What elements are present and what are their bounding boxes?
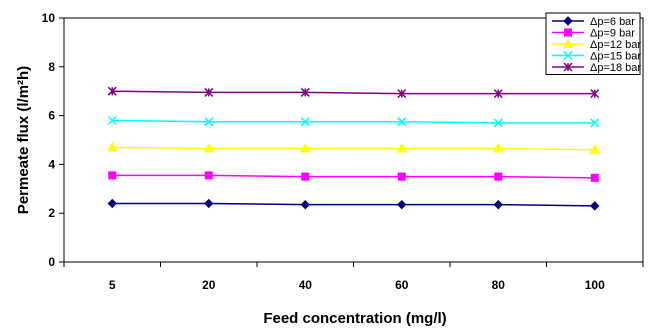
data-point xyxy=(562,38,574,48)
x-tick-label: 20 xyxy=(202,278,216,292)
series-line xyxy=(112,119,595,124)
y-axis: 0 2 4 6 8 10 xyxy=(42,11,64,269)
data-point xyxy=(590,201,600,211)
x-tick-label: 80 xyxy=(492,278,506,292)
series-line xyxy=(112,146,595,151)
data-point xyxy=(300,87,310,97)
y-tick-label: 8 xyxy=(48,60,55,74)
x-axis: 5 20 40 60 80 100 xyxy=(63,262,644,292)
data-point xyxy=(590,118,600,128)
data-point xyxy=(204,117,214,127)
legend-label: Δp=15 bar xyxy=(590,51,641,63)
legend-item: Δp=12 bar xyxy=(552,38,641,51)
x-tick-label: 60 xyxy=(395,278,409,292)
data-point xyxy=(563,16,573,26)
data-point xyxy=(299,143,311,153)
x-axis-title: Feed concentration (mg/l) xyxy=(263,310,446,327)
x-tick-label: 100 xyxy=(585,278,605,292)
series-line xyxy=(112,174,595,179)
data-point xyxy=(107,115,117,126)
data-point xyxy=(493,118,503,128)
data-point xyxy=(107,86,117,96)
x-tick-label: 5 xyxy=(109,278,116,292)
legend-item: Δp=18 bar xyxy=(552,62,641,74)
data-point xyxy=(396,143,408,153)
y-tick-label: 0 xyxy=(48,255,55,269)
data-point xyxy=(492,143,504,153)
data-point xyxy=(397,199,407,210)
legend-label: Δp=18 bar xyxy=(590,62,641,74)
data-point xyxy=(204,87,214,97)
data-point xyxy=(563,62,573,72)
data-point xyxy=(204,171,213,180)
y-tick-label: 4 xyxy=(48,157,55,171)
data-point xyxy=(563,50,573,61)
series-line xyxy=(112,90,595,95)
y-tick-label: 10 xyxy=(42,11,56,25)
y-tick-label: 6 xyxy=(48,109,55,123)
data-point xyxy=(493,89,503,99)
x-tick-label: 40 xyxy=(299,278,313,292)
series xyxy=(107,198,600,211)
series-layer xyxy=(106,86,601,211)
data-point xyxy=(204,198,214,209)
data-point xyxy=(300,117,310,127)
data-point xyxy=(203,143,215,153)
series xyxy=(108,171,599,182)
legend-label: Δp=12 bar xyxy=(590,39,641,51)
legend-label: Δp=9 bar xyxy=(590,28,635,40)
y-axis-title: Permeate flux (l/m²h) xyxy=(15,66,32,214)
data-point xyxy=(589,144,601,154)
data-point xyxy=(493,199,503,210)
data-point xyxy=(590,173,599,182)
data-point xyxy=(106,141,118,152)
series xyxy=(107,115,600,128)
series xyxy=(107,86,600,99)
data-point xyxy=(300,199,310,210)
data-point xyxy=(301,172,310,181)
legend-item: Δp=15 bar xyxy=(552,51,641,63)
data-point xyxy=(397,89,407,99)
series xyxy=(106,141,601,154)
legend-item: Δp=9 bar xyxy=(552,28,635,40)
data-point xyxy=(397,117,407,127)
legend-item: Δp=6 bar xyxy=(552,16,635,28)
data-point xyxy=(564,28,572,37)
data-point xyxy=(494,172,503,181)
data-point xyxy=(590,89,600,99)
data-point xyxy=(108,171,117,180)
legend-label: Δp=6 bar xyxy=(590,16,635,28)
data-point xyxy=(107,198,117,209)
y-tick-label: 2 xyxy=(48,206,55,220)
series-line xyxy=(112,202,595,207)
data-point xyxy=(397,172,406,181)
